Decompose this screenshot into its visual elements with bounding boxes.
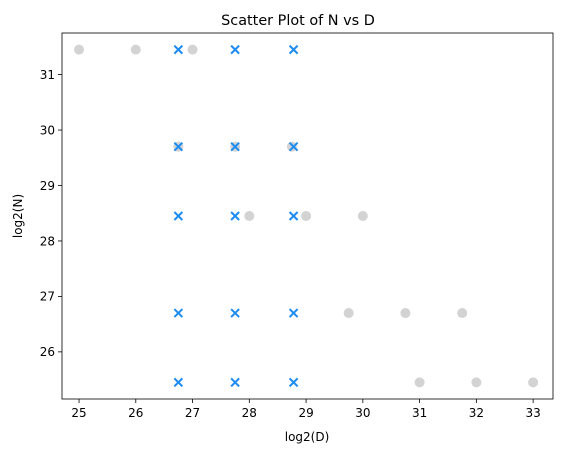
gray-circle-point [414,377,425,388]
x-tick-label: 31 [412,406,427,420]
y-axis-label: log2(N) [11,194,25,238]
x-axis-label: log2(D) [285,430,330,444]
blue-x-point [288,308,299,318]
y-tick-label: 27 [40,290,55,304]
gray-circle-point [187,44,198,55]
blue-x-point [230,308,240,318]
gray-circle-point [343,308,354,319]
gray-circle-point [74,44,85,55]
x-tick-label: 28 [242,406,257,420]
blue-x-point [288,211,299,221]
blue-x-point [288,44,299,55]
gray-circle-point [301,211,312,221]
blue-x-point [173,308,184,318]
x-tick-label: 30 [355,406,370,420]
blue-x-point [230,44,240,55]
y-tick-label: 26 [40,345,55,359]
gray-circle-point [528,377,539,388]
blue-x-point [288,377,299,388]
blue-x-point [230,377,240,388]
y-tick-label: 28 [40,234,55,248]
blue-x-point [173,141,184,152]
x-tick-label: 33 [525,406,540,420]
blue-x-point [173,44,184,55]
gray-circle-point [400,308,411,319]
plot-area [74,44,539,388]
blue-x-point [173,211,184,221]
blue-x-point [230,141,240,152]
x-axis-ticks: 25 26 27 28 29 30 31 32 33 [71,399,541,420]
blue-x-point [230,211,240,221]
y-tick-label: 29 [40,179,55,193]
x-tick-label: 27 [185,406,200,420]
gray-circle-point [471,377,482,388]
blue-x-point [288,141,299,152]
x-tick-label: 29 [298,406,313,420]
y-tick-label: 30 [40,123,55,137]
gray-circle-point [130,44,141,55]
gray-circle-point [457,308,468,319]
chart-title: Scatter Plot of N vs D [221,13,375,29]
blue-x-point [173,377,184,388]
x-tick-label: 32 [469,406,484,420]
gray-circle-point [357,211,368,221]
x-tick-label: 25 [71,406,86,420]
y-axis-ticks: 26 27 28 29 30 31 [40,68,62,359]
x-tick-label: 26 [128,406,143,420]
y-tick-label: 31 [40,68,55,82]
gray-circle-point [286,141,297,152]
axes-frame [61,32,554,400]
gray-circle-point [244,211,255,221]
